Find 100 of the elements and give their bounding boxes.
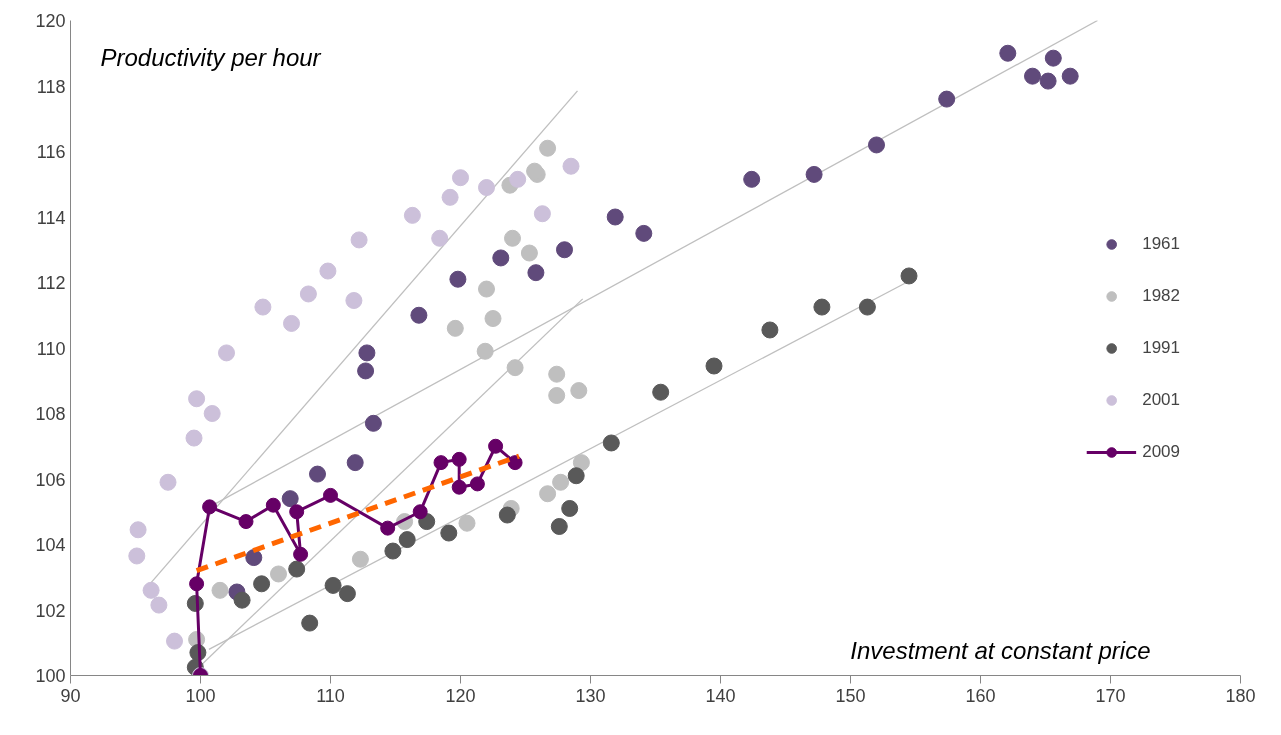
legend-label: 1982 bbox=[1142, 285, 1180, 306]
point bbox=[478, 179, 495, 197]
point bbox=[431, 229, 449, 247]
point bbox=[1024, 67, 1041, 85]
point bbox=[506, 359, 524, 377]
point bbox=[128, 547, 146, 565]
x-tick-label: 160 bbox=[965, 685, 996, 706]
point bbox=[900, 267, 918, 285]
point bbox=[561, 499, 579, 517]
point bbox=[938, 90, 956, 108]
point bbox=[446, 319, 464, 337]
point bbox=[1044, 49, 1062, 67]
point bbox=[166, 632, 183, 650]
point bbox=[652, 383, 670, 401]
point bbox=[478, 280, 495, 298]
point bbox=[552, 473, 570, 491]
point bbox=[309, 465, 326, 483]
point bbox=[283, 314, 300, 332]
point bbox=[358, 344, 376, 362]
point bbox=[1039, 72, 1057, 90]
point bbox=[533, 205, 551, 223]
point bbox=[319, 262, 337, 280]
point bbox=[323, 487, 338, 503]
point bbox=[270, 565, 287, 583]
point bbox=[556, 241, 573, 259]
legend-label: 1961 bbox=[1142, 233, 1180, 254]
x-tick-label: 100 bbox=[185, 685, 216, 706]
point bbox=[129, 521, 147, 539]
x-tick-label: 180 bbox=[1225, 685, 1256, 706]
y-tick-label: 116 bbox=[36, 142, 66, 162]
y-tick-label: 100 bbox=[35, 666, 66, 686]
x-tick-label: 150 bbox=[835, 685, 866, 706]
point bbox=[570, 382, 588, 400]
y-tick-label: 102 bbox=[35, 600, 66, 621]
point bbox=[324, 576, 342, 594]
x-tick-label: 110 bbox=[316, 685, 345, 706]
point bbox=[350, 231, 368, 249]
point bbox=[364, 414, 382, 432]
point bbox=[743, 170, 761, 188]
point bbox=[761, 321, 779, 339]
point bbox=[705, 357, 723, 375]
point bbox=[346, 454, 364, 472]
legend-label: 1991 bbox=[1142, 337, 1180, 358]
y-tick-label: 114 bbox=[36, 207, 66, 228]
point bbox=[813, 298, 831, 316]
point bbox=[265, 497, 281, 513]
x-tick-label: 90 bbox=[60, 685, 81, 706]
point bbox=[253, 575, 271, 593]
y-tick-label: 106 bbox=[35, 469, 66, 490]
point bbox=[484, 310, 502, 328]
point bbox=[868, 136, 885, 154]
point bbox=[805, 165, 823, 183]
point bbox=[488, 438, 504, 454]
point bbox=[345, 292, 363, 309]
point bbox=[509, 170, 527, 188]
point bbox=[412, 504, 428, 520]
point bbox=[142, 581, 160, 599]
point bbox=[548, 365, 566, 383]
y-tick-label: 120 bbox=[35, 11, 66, 31]
point bbox=[211, 581, 229, 599]
point bbox=[458, 514, 476, 532]
point bbox=[550, 518, 568, 535]
point bbox=[449, 270, 467, 288]
point bbox=[433, 455, 449, 471]
point bbox=[1061, 67, 1079, 85]
point bbox=[254, 298, 272, 316]
point bbox=[299, 285, 317, 303]
point bbox=[606, 208, 624, 226]
point bbox=[539, 485, 557, 503]
y-tick-label: 118 bbox=[36, 76, 66, 97]
point bbox=[289, 504, 305, 520]
point bbox=[238, 514, 254, 530]
point bbox=[469, 476, 485, 492]
point bbox=[380, 520, 396, 536]
point bbox=[203, 405, 221, 422]
point bbox=[384, 542, 402, 560]
y-tick-label: 104 bbox=[35, 535, 66, 555]
point bbox=[403, 206, 421, 224]
point bbox=[301, 614, 319, 632]
point bbox=[410, 306, 428, 324]
point bbox=[635, 224, 653, 242]
point bbox=[527, 264, 545, 282]
y-axis-title: Productivity per hour bbox=[100, 43, 322, 71]
point bbox=[293, 546, 309, 562]
point bbox=[398, 531, 416, 549]
point bbox=[233, 591, 251, 609]
point bbox=[351, 550, 369, 568]
y-tick-label: 108 bbox=[35, 404, 66, 424]
point bbox=[441, 188, 459, 206]
point bbox=[539, 139, 557, 157]
point bbox=[150, 596, 168, 614]
point bbox=[504, 229, 521, 247]
point bbox=[562, 157, 580, 175]
point bbox=[188, 390, 206, 408]
point bbox=[451, 479, 467, 495]
point bbox=[288, 560, 306, 578]
point bbox=[520, 244, 538, 262]
x-tick-label: 140 bbox=[705, 685, 736, 706]
point bbox=[159, 473, 177, 491]
point bbox=[357, 362, 375, 380]
